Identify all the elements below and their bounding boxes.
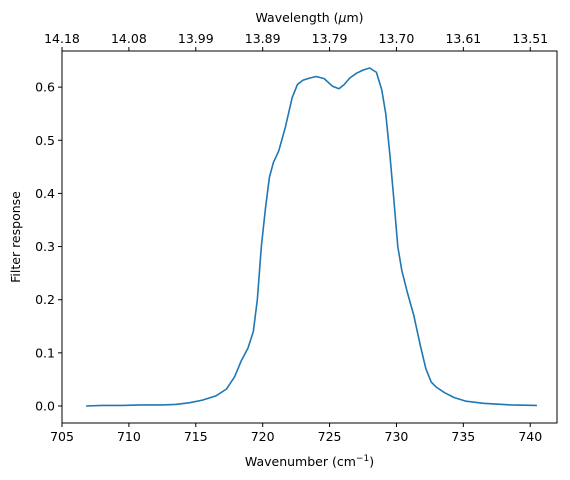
top-x-tick-label: 13.99	[178, 31, 214, 46]
x-tick-label: 725	[318, 429, 342, 444]
plot-area	[86, 67, 537, 407]
plot-frame	[61, 50, 558, 424]
y-axis: 0.0 0.1 0.2 0.3 0.4 0.5 0.6	[35, 80, 62, 413]
x-tick-label: 710	[117, 429, 141, 444]
y-tick-label: 0.2	[35, 292, 55, 307]
y-axis-label: Filter response	[8, 191, 23, 283]
x-axis-label: Wavenumber (cm−1)	[245, 454, 374, 469]
x-tick-label: 705	[50, 429, 74, 444]
y-tick-label: 0.5	[35, 133, 55, 148]
filter-response-line	[86, 67, 537, 407]
top-x-axis: 14.18 14.08 13.99 13.89 13.79 13.70 13.61 13.51	[44, 31, 548, 51]
x-tick-label: 735	[451, 429, 475, 444]
y-tick-label: 0.1	[35, 345, 55, 360]
top-x-tick-label: 14.18	[44, 31, 80, 46]
bottom-x-axis: 705 710 715 720 725 730 735 740	[50, 423, 542, 444]
top-x-tick-label: 14.08	[111, 31, 147, 46]
top-x-tick-label: 13.70	[379, 31, 415, 46]
x-tick-label: 740	[518, 429, 542, 444]
top-x-axis-label: Wavelength (μm)	[255, 10, 363, 25]
x-tick-label: 720	[251, 429, 275, 444]
y-tick-label: 0.0	[35, 398, 55, 413]
y-tick-label: 0.4	[35, 186, 55, 201]
top-x-tick-label: 13.61	[445, 31, 481, 46]
top-x-tick-label: 13.51	[512, 31, 548, 46]
x-tick-label: 730	[385, 429, 409, 444]
top-x-tick-label: 13.79	[312, 31, 348, 46]
y-tick-label: 0.6	[35, 80, 55, 95]
y-tick-label: 0.3	[35, 239, 55, 254]
x-tick-label: 715	[184, 429, 208, 444]
top-x-tick-label: 13.89	[245, 31, 281, 46]
